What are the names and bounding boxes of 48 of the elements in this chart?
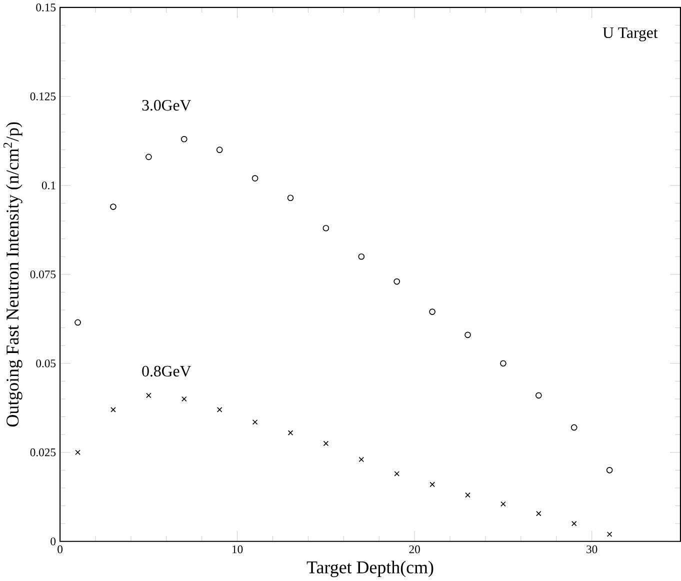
point <box>180 136 188 142</box>
point <box>606 467 613 474</box>
point <box>287 194 294 202</box>
point <box>252 175 258 182</box>
y-tick-label: 0.075 <box>30 270 56 279</box>
point <box>394 278 400 285</box>
point <box>571 521 577 526</box>
x-tick-label: 30 <box>586 546 598 554</box>
point <box>181 396 187 402</box>
x-axis-title: Target Depth(cm) <box>306 560 434 578</box>
x-tick-label: 10 <box>232 546 243 554</box>
point <box>465 492 470 498</box>
point <box>536 511 542 516</box>
series-label: 0.8GeV <box>142 366 192 377</box>
point <box>500 360 506 367</box>
point <box>74 319 81 326</box>
point <box>358 254 365 260</box>
point <box>464 332 471 338</box>
point <box>146 154 152 160</box>
point <box>500 502 506 507</box>
point <box>288 430 294 436</box>
point <box>358 457 364 462</box>
point <box>570 424 578 431</box>
series-label: 3.0GeV <box>142 100 192 111</box>
point <box>110 204 116 210</box>
point <box>535 392 542 399</box>
y-tick-label: 0.125 <box>30 92 56 101</box>
x-tick-label: 0 <box>58 546 63 554</box>
annotation: U Target <box>602 28 658 42</box>
point <box>252 420 258 425</box>
point <box>110 407 116 413</box>
point <box>322 225 330 232</box>
point <box>323 441 329 446</box>
point <box>216 407 222 413</box>
y-axis-title: Outgoing Fast Neutron Intensity (n/cm$^{2}$/p) <box>4 122 22 427</box>
point <box>394 471 400 477</box>
point <box>146 392 152 398</box>
y-tick-label: 0.1 <box>42 182 56 190</box>
point <box>429 308 436 316</box>
point <box>430 482 435 488</box>
y-tick-label: 0.025 <box>30 448 56 456</box>
y-tick-label: 0 <box>50 538 56 546</box>
point <box>75 450 80 456</box>
y-tick-label: 0.05 <box>36 360 56 368</box>
x-tick-label: 20 <box>409 546 420 554</box>
y-tick-label: 0.15 <box>36 4 56 12</box>
point <box>216 146 223 154</box>
point <box>606 532 612 538</box>
